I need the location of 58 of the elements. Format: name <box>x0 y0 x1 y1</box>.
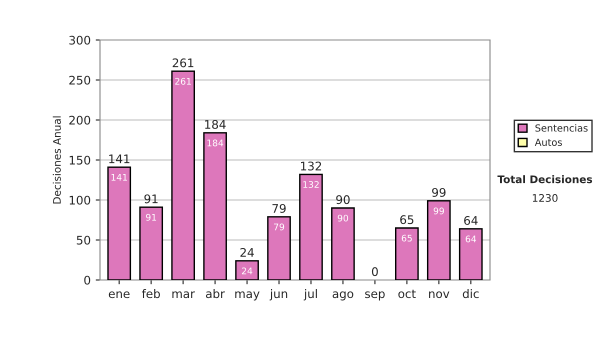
data-label: 132 <box>303 181 319 188</box>
x-tick-label: ago <box>332 291 354 300</box>
y-tick-label: 300 <box>69 36 90 45</box>
data-label: 79 <box>274 224 284 230</box>
data-label: 99 <box>434 208 444 214</box>
y-tick-label: 200 <box>69 116 90 125</box>
bar <box>395 227 419 280</box>
x-tick-label: jun <box>270 289 288 300</box>
x-tick-label: oct <box>398 290 416 298</box>
text: 1230 <box>532 194 558 202</box>
bar <box>267 216 291 280</box>
bar <box>458 228 483 280</box>
total-label: 261 <box>172 58 194 68</box>
total-label: 99 <box>432 188 446 197</box>
total-label: 132 <box>301 162 322 171</box>
x-tick-label: dic <box>462 289 479 298</box>
x-tick-label: ene <box>108 291 130 298</box>
x-tick-label: abr <box>206 289 225 298</box>
y-tick-label: 150 <box>70 156 90 165</box>
y-tick-label: 250 <box>69 76 90 85</box>
y-tick-label: 100 <box>70 196 90 205</box>
bar <box>171 70 195 280</box>
total-label: 90 <box>336 195 350 204</box>
bar <box>426 200 451 280</box>
x-tick-label: jul <box>304 289 317 300</box>
bar <box>139 206 164 280</box>
total-label: 65 <box>400 215 414 224</box>
data-label: 64 <box>466 236 476 242</box>
bar <box>299 174 323 280</box>
y-tick-label: 0 <box>84 276 90 285</box>
data-label: 261 <box>175 78 191 85</box>
text: Total Decisiones <box>497 175 592 184</box>
data-label: 90 <box>338 214 348 222</box>
legend-label: Sentencias <box>535 124 588 132</box>
legend-label: Autos <box>534 138 562 146</box>
total-label: 64 <box>464 216 478 225</box>
x-tick-label: nov <box>429 291 450 298</box>
data-label: 184 <box>207 140 224 146</box>
total-label: 184 <box>205 120 226 129</box>
bar <box>331 207 355 280</box>
total-label: 79 <box>272 204 286 213</box>
y-tick-label: 50 <box>76 236 90 245</box>
data-label: 91 <box>146 214 156 221</box>
data-label: 24 <box>242 268 252 274</box>
y-axis-title: Decisiones Anual <box>52 116 61 204</box>
data-label: 141 <box>112 174 127 181</box>
x-tick-label: may <box>235 291 260 300</box>
x-tick-label: feb <box>142 289 160 298</box>
data-label: 65 <box>402 234 412 242</box>
total-label: 141 <box>109 154 130 164</box>
total-label: 0 <box>372 267 378 276</box>
x-tick-label: mar <box>172 291 195 298</box>
total-label: 91 <box>144 194 158 204</box>
bar <box>235 260 259 280</box>
bar <box>107 166 132 280</box>
x-tick-label: sep <box>365 291 385 300</box>
bar <box>203 132 227 280</box>
total-label: 24 <box>240 248 254 257</box>
